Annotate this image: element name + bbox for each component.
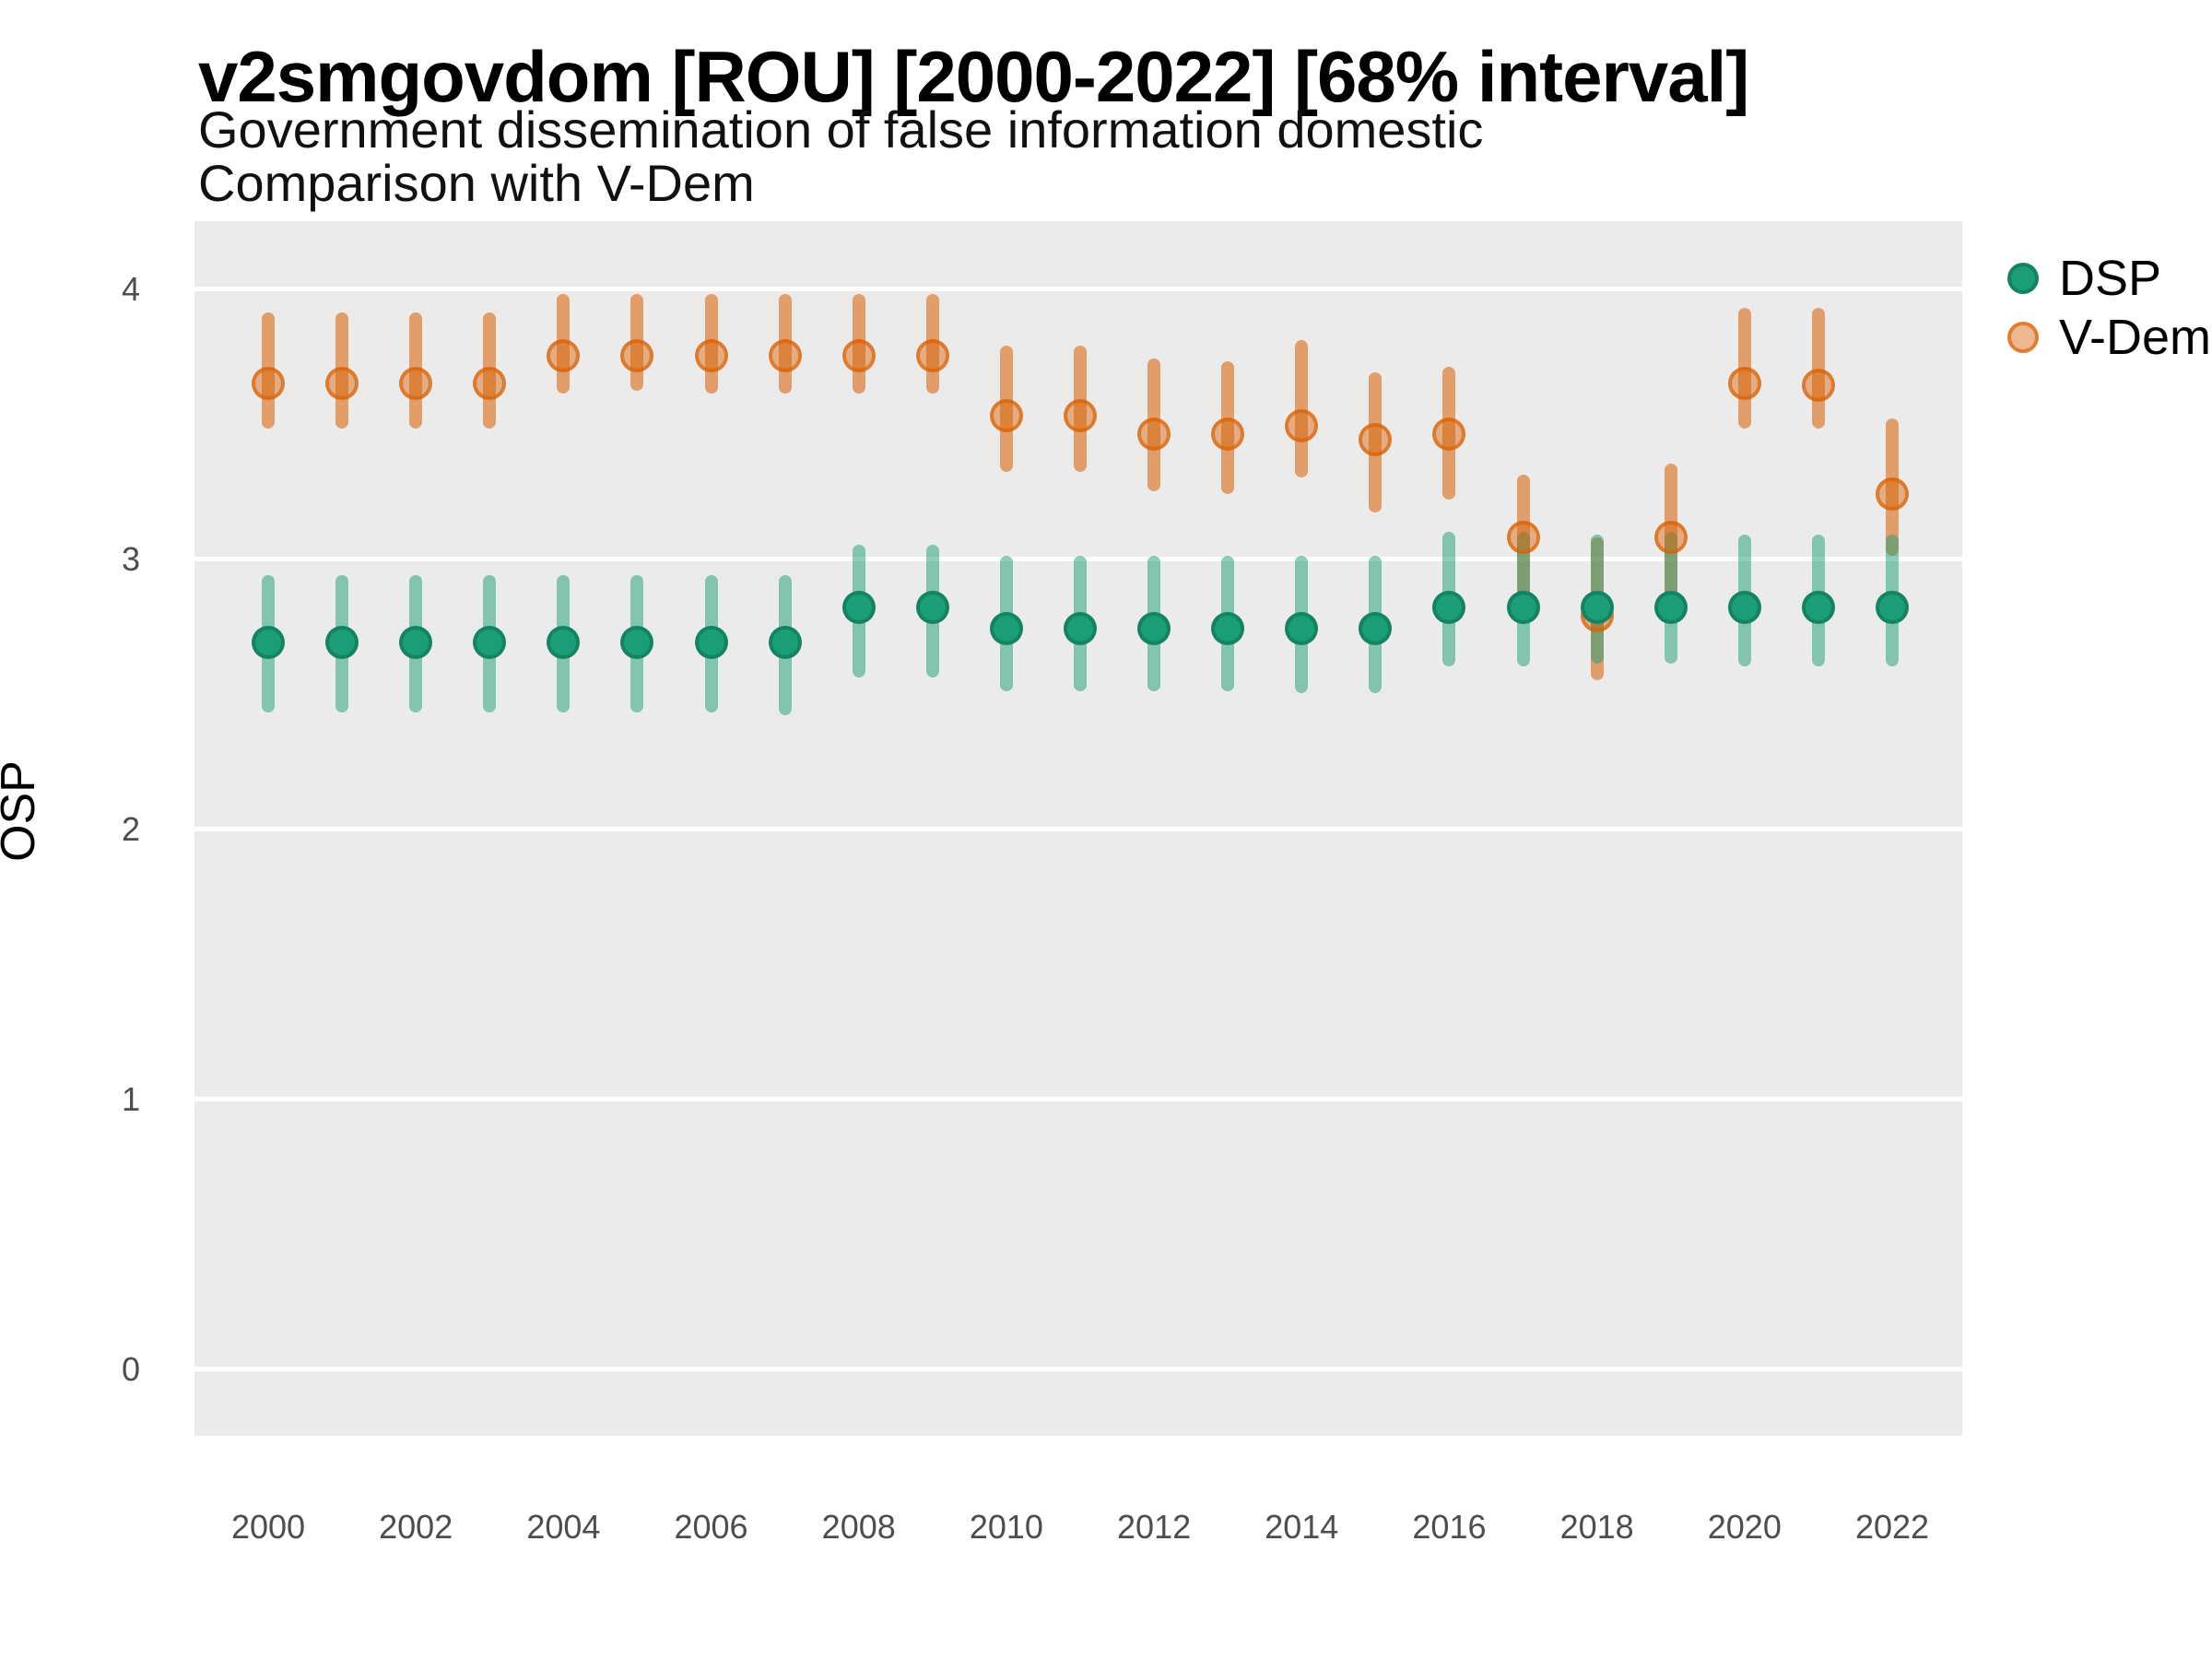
dsp-point-2008 [841, 590, 876, 624]
y-tick-label-0: 0 [121, 1350, 140, 1388]
dsp-point-2019 [1653, 590, 1688, 624]
v-dem-point-2022 [1876, 477, 1909, 511]
v-dem-point-2016 [1432, 418, 1466, 452]
chart-subtitle-line1: Government dissemination of false inform… [198, 100, 1484, 159]
v-dem-point-2009 [915, 339, 949, 373]
legend-label-vdem: V-Dem [2059, 310, 2212, 365]
v-dem-point-2007 [768, 339, 802, 373]
x-tick-label-2010: 2010 [969, 1508, 1043, 1546]
y-tick-label-3: 3 [121, 540, 140, 578]
dsp-point-2011 [1064, 612, 1097, 646]
x-tick-label-2002: 2002 [379, 1508, 453, 1546]
dsp-point-2014 [1285, 612, 1319, 646]
dsp-point-2018 [1580, 590, 1614, 624]
chart-subtitle-line2: Comparison with V-Dem [198, 154, 755, 212]
chart-title: v2smgovdom [ROU] [2000-2022] [68% interv… [198, 36, 1749, 117]
x-tick-label-2012: 2012 [1117, 1508, 1192, 1546]
v-dem-point-2002 [399, 366, 433, 400]
gridline-y-4 [194, 287, 1962, 291]
dsp-point-2001 [325, 625, 359, 659]
x-tick-label-2022: 2022 [1854, 1508, 1930, 1546]
dsp-point-2016 [1432, 590, 1466, 624]
v-dem-interval-2021 [1811, 307, 1825, 429]
dsp-point-2004 [547, 625, 581, 659]
x-tick-label-2004: 2004 [526, 1508, 601, 1546]
v-dem-point-2014 [1285, 409, 1319, 443]
x-tick-label-2018: 2018 [1559, 1508, 1634, 1546]
v-dem-point-2005 [620, 339, 654, 373]
v-dem-point-2006 [694, 339, 728, 373]
v-dem-point-2008 [841, 339, 876, 373]
dsp-point-2012 [1137, 612, 1171, 646]
y-axis-title: OSP [0, 760, 45, 862]
v-dem-point-2021 [1801, 369, 1835, 403]
v-dem-point-2004 [547, 339, 581, 373]
dsp-point-2009 [915, 590, 949, 624]
legend-item-vdem: V-Dem [2007, 310, 2211, 365]
v-dem-point-2010 [989, 398, 1023, 432]
v-dem-point-2020 [1727, 366, 1761, 400]
v-dem-point-2017 [1506, 520, 1540, 554]
dsp-point-2000 [252, 625, 285, 659]
dsp-legend-marker-icon [2007, 263, 2039, 294]
x-tick-label-2016: 2016 [1412, 1508, 1487, 1546]
dsp-point-2017 [1506, 590, 1540, 624]
v-dem-point-2001 [325, 366, 359, 400]
x-tick-label-2006: 2006 [674, 1508, 748, 1546]
v-dem-point-2015 [1359, 423, 1393, 457]
legend-label-dsp: DSP [2059, 251, 2162, 306]
y-tick-label-2: 2 [121, 810, 140, 848]
legend-item-dsp: DSP [2007, 251, 2161, 306]
y-tick-label-4: 4 [121, 270, 140, 308]
dsp-point-2010 [989, 612, 1023, 646]
dsp-point-2002 [399, 625, 433, 659]
gridline-y-0 [194, 1367, 1962, 1371]
x-tick-label-2008: 2008 [821, 1508, 896, 1546]
dsp-point-2003 [473, 625, 507, 659]
vdem-legend-marker-icon [2007, 322, 2039, 353]
dsp-point-2007 [768, 625, 802, 659]
x-tick-label-2014: 2014 [1265, 1508, 1339, 1546]
v-dem-point-2000 [252, 366, 285, 400]
x-tick-label-2020: 2020 [1707, 1508, 1782, 1546]
v-dem-interval-2014 [1295, 339, 1309, 478]
v-dem-point-2003 [473, 366, 507, 400]
dsp-point-2013 [1211, 612, 1245, 646]
y-tick-label-1: 1 [121, 1080, 140, 1118]
v-dem-point-2019 [1653, 520, 1688, 554]
v-dem-point-2013 [1211, 418, 1245, 452]
x-tick-label-2000: 2000 [230, 1508, 306, 1546]
chart-subtitle: Government dissemination of false inform… [198, 103, 1483, 210]
dsp-point-2020 [1727, 590, 1761, 624]
dsp-point-2022 [1876, 590, 1909, 624]
dsp-point-2015 [1359, 612, 1393, 646]
v-dem-point-2012 [1137, 418, 1171, 452]
v-dem-point-2011 [1064, 398, 1097, 432]
gridline-y-1 [194, 1097, 1962, 1101]
gridline-y-2 [194, 827, 1962, 831]
dsp-point-2006 [694, 625, 728, 659]
dsp-point-2005 [620, 625, 654, 659]
dsp-point-2021 [1801, 590, 1835, 624]
